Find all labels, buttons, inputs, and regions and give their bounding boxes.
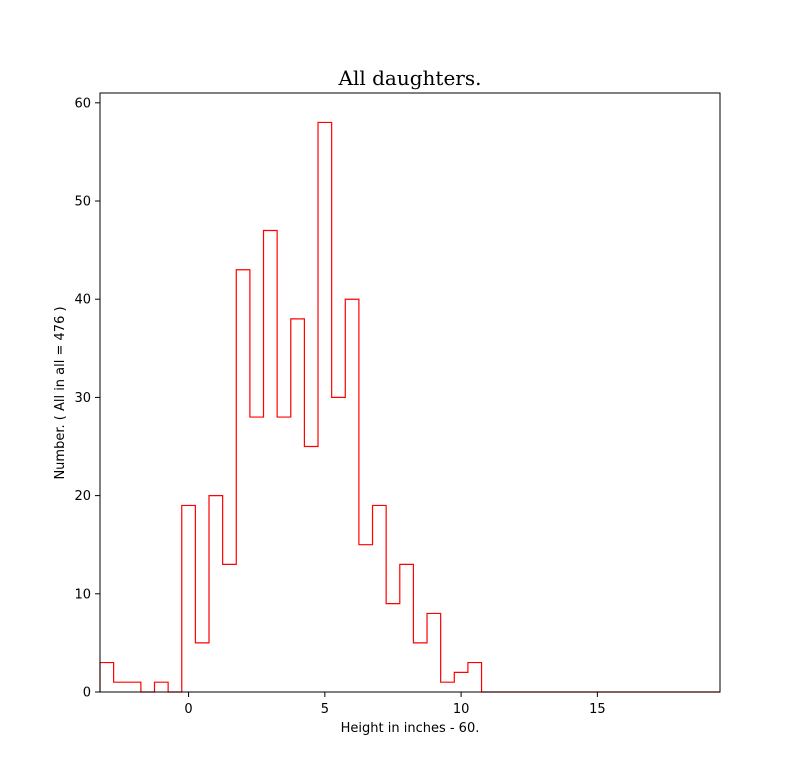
y-tick-label: 0 [83, 686, 91, 701]
y-axis-label: Number. ( All in all = 476 ) [53, 306, 68, 479]
x-axis-label: Height in inches - 60. [341, 721, 480, 736]
histogram-series [99, 121, 720, 693]
x-axis: 0 5 10 15 [184, 692, 606, 717]
y-tick-label: 20 [74, 489, 91, 504]
y-tick-label: 50 [74, 195, 91, 210]
plot-frame [99, 92, 721, 693]
x-tick-label: 5 [321, 702, 329, 717]
x-tick-label: 15 [589, 702, 606, 717]
chart-title: All daughters. [338, 66, 482, 90]
plot-area [99, 92, 721, 693]
x-tick-label: 10 [453, 702, 470, 717]
x-tick-label: 0 [184, 702, 192, 717]
y-tick-label: 10 [74, 587, 91, 602]
y-tick-label: 40 [74, 293, 91, 308]
y-axis: 0 10 20 30 40 50 60 [74, 96, 100, 701]
y-tick-label: 60 [74, 96, 91, 111]
y-tick-label: 30 [74, 391, 91, 406]
